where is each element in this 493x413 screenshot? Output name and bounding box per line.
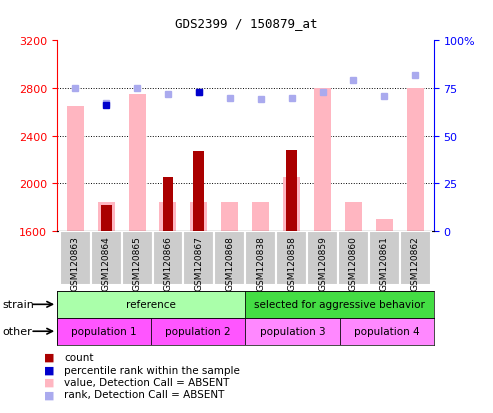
FancyBboxPatch shape [276, 231, 307, 285]
Bar [98, 203, 115, 231]
FancyBboxPatch shape [151, 318, 245, 345]
FancyBboxPatch shape [338, 231, 369, 285]
FancyBboxPatch shape [122, 231, 152, 285]
Text: ■: ■ [44, 377, 55, 387]
Bar [67, 107, 84, 231]
FancyBboxPatch shape [57, 318, 151, 345]
Bar [286, 150, 297, 231]
Bar [159, 203, 176, 231]
Text: rank, Detection Call = ABSENT: rank, Detection Call = ABSENT [64, 389, 224, 399]
Text: reference: reference [126, 299, 176, 310]
Text: ■: ■ [44, 389, 55, 399]
FancyBboxPatch shape [245, 231, 276, 285]
Bar [190, 203, 208, 231]
Text: population 2: population 2 [165, 326, 231, 337]
Text: GSM120868: GSM120868 [225, 235, 234, 290]
Bar [283, 178, 300, 231]
Text: GDS2399 / 150879_at: GDS2399 / 150879_at [175, 17, 318, 29]
Text: population 1: population 1 [71, 326, 137, 337]
Text: GSM120858: GSM120858 [287, 235, 296, 290]
FancyBboxPatch shape [245, 318, 340, 345]
Bar [376, 219, 393, 231]
Text: selected for aggressive behavior: selected for aggressive behavior [254, 299, 425, 310]
Bar [314, 89, 331, 231]
Text: GSM120862: GSM120862 [411, 235, 420, 290]
Bar [129, 95, 145, 231]
FancyBboxPatch shape [369, 231, 400, 285]
Text: ■: ■ [44, 365, 55, 375]
FancyBboxPatch shape [400, 231, 431, 285]
FancyBboxPatch shape [214, 231, 245, 285]
Text: GSM120866: GSM120866 [164, 235, 173, 290]
Text: GSM120865: GSM120865 [133, 235, 141, 290]
Bar [345, 203, 362, 231]
Text: GSM120859: GSM120859 [318, 235, 327, 290]
Bar [193, 152, 204, 231]
FancyBboxPatch shape [152, 231, 183, 285]
Text: population 3: population 3 [260, 326, 325, 337]
Text: count: count [64, 352, 94, 362]
Text: percentile rank within the sample: percentile rank within the sample [64, 365, 240, 375]
FancyBboxPatch shape [183, 231, 214, 285]
FancyBboxPatch shape [57, 291, 245, 318]
Text: other: other [2, 326, 32, 337]
Text: GSM120838: GSM120838 [256, 235, 265, 290]
Text: GSM120861: GSM120861 [380, 235, 389, 290]
FancyBboxPatch shape [245, 291, 434, 318]
Bar [407, 89, 424, 231]
Bar [163, 178, 174, 231]
Text: GSM120863: GSM120863 [70, 235, 80, 290]
Text: GSM120867: GSM120867 [194, 235, 204, 290]
Text: population 4: population 4 [354, 326, 420, 337]
FancyBboxPatch shape [307, 231, 338, 285]
Text: GSM120860: GSM120860 [349, 235, 358, 290]
FancyBboxPatch shape [60, 231, 91, 285]
Text: value, Detection Call = ABSENT: value, Detection Call = ABSENT [64, 377, 229, 387]
Bar [221, 203, 238, 231]
Text: strain: strain [2, 299, 35, 310]
FancyBboxPatch shape [91, 231, 122, 285]
Text: ■: ■ [44, 352, 55, 362]
Text: GSM120864: GSM120864 [102, 235, 110, 290]
Bar [252, 203, 269, 231]
Bar [101, 205, 111, 231]
FancyBboxPatch shape [340, 318, 434, 345]
